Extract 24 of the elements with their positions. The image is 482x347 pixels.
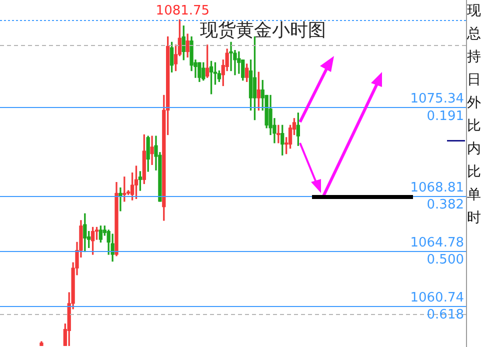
text: 外 bbox=[467, 94, 482, 112]
text: 内 bbox=[467, 140, 482, 158]
annotation: 0.500 bbox=[426, 252, 464, 268]
candlestick bbox=[229, 42, 233, 72]
text: 比 bbox=[467, 163, 482, 181]
candlestick bbox=[237, 51, 241, 74]
annotation: 0.618 bbox=[426, 308, 464, 323]
annotation: 0.191 bbox=[426, 108, 464, 124]
text: 比 bbox=[467, 117, 482, 135]
text: 日 bbox=[467, 71, 482, 89]
annotation: 0.382 bbox=[426, 198, 464, 213]
text: 现 bbox=[467, 2, 482, 20]
ref-line-label: 1060.74 bbox=[410, 290, 464, 306]
ref-line-label: 1081.75 bbox=[156, 3, 210, 18]
text: 现货黄金小时图 bbox=[200, 19, 326, 42]
ref-line-label: 1075.34 bbox=[410, 91, 464, 106]
text: 总 bbox=[467, 25, 482, 43]
ref-line-label: 1064.78 bbox=[410, 235, 464, 250]
text: 时 bbox=[467, 209, 482, 227]
candlestick bbox=[150, 136, 154, 165]
candlestick bbox=[118, 187, 122, 212]
text: 持 bbox=[467, 48, 482, 66]
text: 单 bbox=[467, 186, 482, 204]
ref-line-label: 1068.81 bbox=[410, 180, 464, 196]
